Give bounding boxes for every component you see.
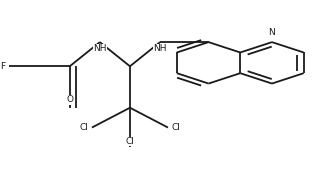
Text: NH: NH	[153, 44, 167, 53]
Text: F: F	[1, 62, 6, 71]
Text: Cl: Cl	[125, 137, 134, 146]
Text: N: N	[269, 28, 275, 37]
Text: Cl: Cl	[80, 123, 89, 132]
Text: Cl: Cl	[171, 123, 180, 132]
Text: NH: NH	[93, 44, 107, 53]
Text: O: O	[66, 95, 73, 104]
